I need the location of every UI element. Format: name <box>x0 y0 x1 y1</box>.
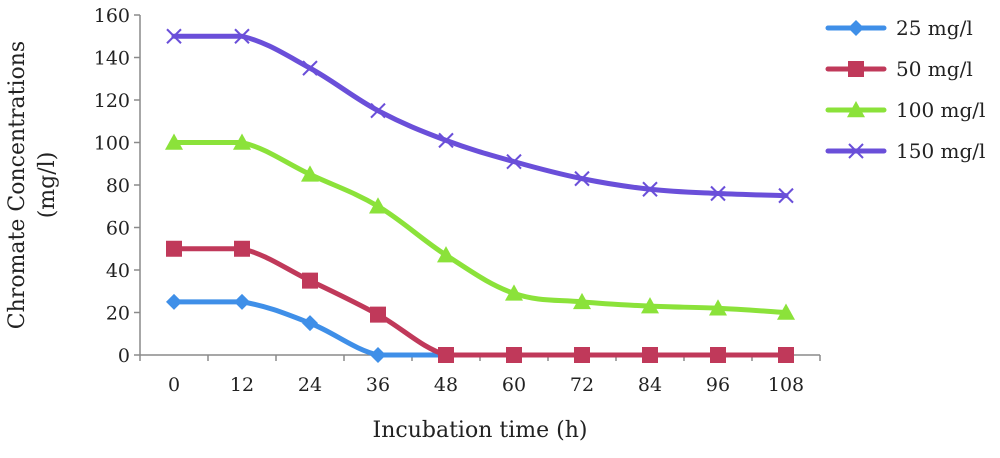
legend-label-1: 25 mg/l <box>896 16 973 40</box>
data-point-series-4 <box>166 28 182 44</box>
data-point-series-3 <box>369 197 387 214</box>
data-point-series-4 <box>234 28 250 44</box>
legend-label-2: 50 mg/l <box>896 57 973 81</box>
y-tick-label: 100 <box>94 133 130 155</box>
x-tick-label: 108 <box>768 374 804 396</box>
y-axis-title: (mg/l) <box>35 152 60 219</box>
data-point-series-3 <box>301 165 319 182</box>
x-tick-label: 72 <box>570 374 594 396</box>
series-line-2 <box>171 246 789 358</box>
data-point-series-4 <box>778 187 794 204</box>
y-tick-label: 0 <box>118 345 130 367</box>
data-point-series-1 <box>302 315 318 332</box>
legend-marker-1 <box>848 20 864 36</box>
legend-marker-3 <box>847 101 865 118</box>
data-point-series-3 <box>437 246 455 263</box>
x-tick-label: 60 <box>502 374 526 396</box>
y-tick-label: 60 <box>106 218 130 240</box>
data-point-series-3 <box>641 297 659 314</box>
data-point-series-2 <box>302 272 318 289</box>
data-point-series-1 <box>370 347 386 363</box>
data-point-series-1 <box>234 293 250 310</box>
data-point-series-3 <box>709 299 727 316</box>
data-point-series-2 <box>370 306 386 323</box>
y-tick-label: 40 <box>106 260 130 282</box>
x-axis-title: Incubation time (h) <box>373 418 588 443</box>
data-point-series-3 <box>777 303 795 320</box>
series-line-3 <box>171 140 789 315</box>
data-point-series-2 <box>438 347 454 363</box>
legend-label-3: 100 mg/l <box>896 98 985 122</box>
data-point-series-4 <box>642 181 658 197</box>
y-axis-title: Chromate Concentrations <box>5 41 30 329</box>
y-tick-label: 120 <box>94 90 130 112</box>
x-tick-label: 36 <box>366 374 390 396</box>
data-point-series-2 <box>710 347 726 363</box>
x-tick-label: 24 <box>298 374 322 396</box>
x-tick-label: 0 <box>168 374 180 396</box>
legend-label-4: 150 mg/l <box>896 139 985 163</box>
data-point-series-2 <box>166 240 182 257</box>
data-point-series-3 <box>165 133 183 150</box>
x-tick-label: 84 <box>638 374 662 396</box>
data-point-series-1 <box>166 293 182 310</box>
y-tick-label: 20 <box>106 303 130 325</box>
data-point-series-3 <box>573 292 591 310</box>
data-point-series-4 <box>438 132 454 149</box>
data-point-series-2 <box>234 240 250 257</box>
data-point-series-2 <box>778 347 794 363</box>
data-point-series-4 <box>506 153 522 170</box>
y-tick-label: 160 <box>94 5 130 27</box>
x-tick-label: 48 <box>434 374 458 396</box>
y-tick-label: 80 <box>106 175 130 197</box>
y-tick-label: 140 <box>94 48 130 70</box>
data-point-series-4 <box>710 185 726 202</box>
legend-marker-2 <box>848 61 864 77</box>
data-point-series-4 <box>574 170 590 187</box>
data-point-series-4 <box>302 60 318 76</box>
data-point-series-2 <box>574 347 590 363</box>
data-point-series-3 <box>233 133 251 150</box>
x-tick-label: 12 <box>230 374 254 396</box>
x-tick-label: 96 <box>706 374 730 396</box>
data-point-series-2 <box>506 347 522 363</box>
legend-marker-4 <box>848 143 864 159</box>
series-line-4 <box>171 33 789 199</box>
data-point-series-4 <box>370 102 386 119</box>
data-point-series-2 <box>642 347 658 363</box>
data-point-series-3 <box>505 284 523 301</box>
